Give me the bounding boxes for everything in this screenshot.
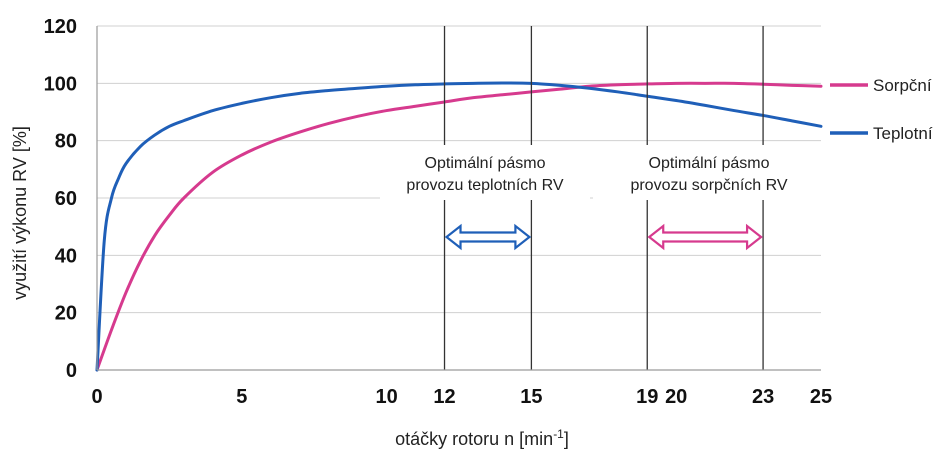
x-axis-label-end: ] <box>564 429 569 449</box>
zone-label-line1: Optimální pásmo <box>425 155 546 172</box>
y-tick-label: 120 <box>44 16 77 38</box>
x-tick-label: 19 <box>636 386 658 408</box>
legend-layer: Sorpční Teplotní <box>830 76 933 143</box>
y-tick-label: 20 <box>55 303 77 325</box>
y-tick-label: 100 <box>44 73 77 95</box>
y-tick-label: 60 <box>55 188 77 210</box>
zone-label-line2: provozu teplotních RV <box>406 177 563 194</box>
zone-range-arrow <box>647 223 763 251</box>
series-line-teplotni <box>95 81 823 372</box>
x-tick-label: 0 <box>91 386 102 408</box>
x-tick-label: 10 <box>375 386 397 408</box>
y-tick-label: 40 <box>55 245 77 267</box>
x-axis-label-sup: -1 <box>553 427 564 441</box>
x-tick-label: 23 <box>752 386 774 408</box>
x-axis-label-main: otáčky rotoru n [min <box>395 429 553 449</box>
zone-label-box <box>593 145 825 200</box>
x-tick-label: 12 <box>433 386 455 408</box>
x-tick-label: 20 <box>665 386 687 408</box>
axis-layer: 0 20 40 60 80 100 120 0 5 10 12 15 19 20 23 25 <box>44 16 833 408</box>
zone-range-arrow <box>444 223 532 251</box>
legend-label: Teplotní <box>873 124 933 143</box>
series-layer <box>95 81 823 372</box>
zone-label-line1: Optimální pásmo <box>649 155 770 172</box>
x-tick-label: 5 <box>236 386 247 408</box>
y-tick-label: 0 <box>66 360 77 382</box>
y-axis-label: využití výkonu RV [%] <box>10 126 30 300</box>
zone-label-box <box>380 145 590 200</box>
series-line-sorpcni <box>95 81 823 372</box>
legend-label: Sorpční <box>873 76 932 95</box>
x-tick-label: 15 <box>520 386 542 408</box>
y-tick-label: 80 <box>55 131 77 153</box>
x-tick-label: 25 <box>810 386 832 408</box>
zone-label-line2: provozu sorpčních RV <box>630 177 787 194</box>
zone-layer: Optimální pásmo provozu teplotních RV Opti… <box>380 26 825 370</box>
x-axis-label: otáčky rotoru n [min-1] <box>395 427 569 449</box>
